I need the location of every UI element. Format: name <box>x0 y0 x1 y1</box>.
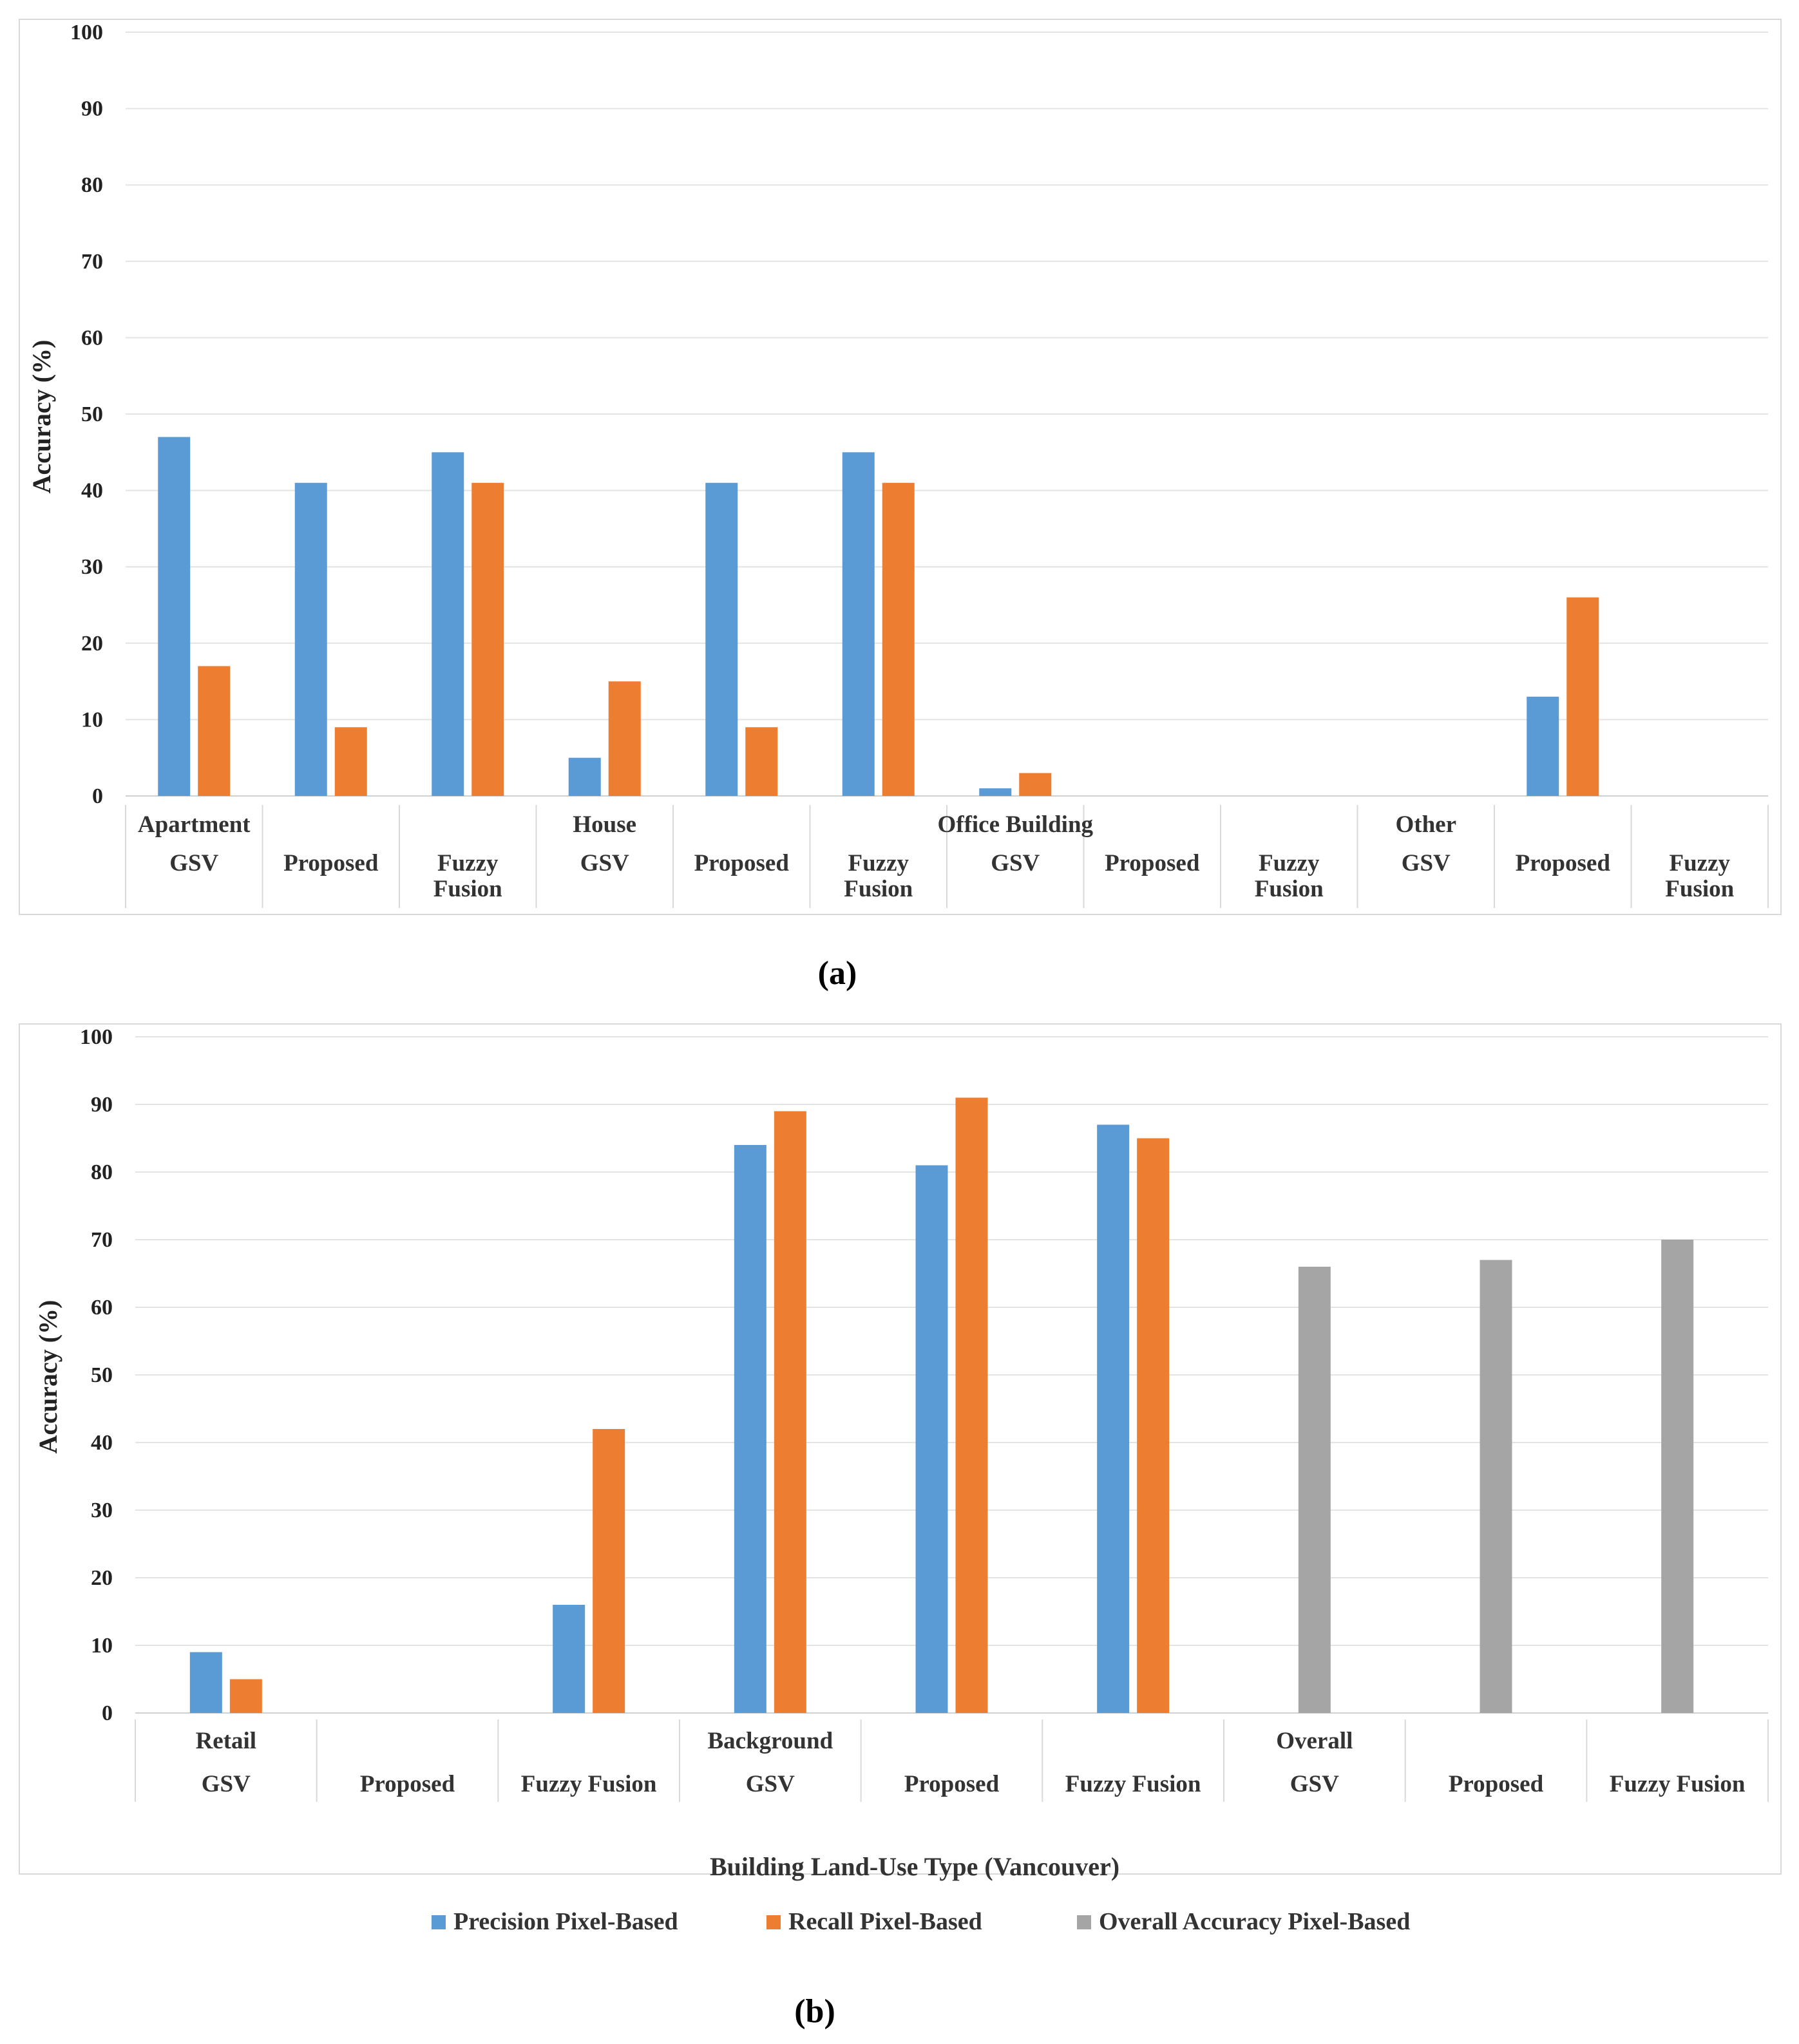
chart-b-frame <box>19 1023 1782 1875</box>
chart-a-category-label: Proposed <box>694 850 790 876</box>
bar-recall-pixel-based-office-building-gsv <box>1019 773 1052 796</box>
chart-b-category-label: Fuzzy Fusion <box>1065 1771 1201 1797</box>
bar-recall-pixel-based-retail-fuzzy-fusion <box>593 1429 625 1713</box>
chart-a-frame <box>19 19 1782 915</box>
chart-a-category-label: Proposed <box>283 850 379 876</box>
chart-b-y-tick-label: 30 <box>91 1499 113 1522</box>
bar-recall-pixel-based-house-proposed <box>745 727 778 796</box>
bar-recall-pixel-based-house-fuzzy-fusion <box>882 482 915 796</box>
chart-a-caption: (a) <box>818 955 857 992</box>
bar-overall-accuracy-pixel-based-overall-fuzzy-fusion <box>1661 1240 1694 1713</box>
chart-b-y-tick-label: 90 <box>91 1093 113 1117</box>
bar-precision-pixel-based-other-proposed <box>1527 696 1559 796</box>
legend-swatch-precision-pixel-based <box>432 1915 446 1929</box>
bar-precision-pixel-based-retail-gsv <box>189 1652 222 1713</box>
bar-recall-pixel-based-apartment-proposed <box>334 727 367 796</box>
chart-a-category-label: Fuzzy Fusion <box>433 850 502 902</box>
bar-precision-pixel-based-office-building-gsv <box>979 788 1012 796</box>
chart-a-y-tick-label: 50 <box>81 402 103 426</box>
bar-precision-pixel-based-house-gsv <box>568 757 601 796</box>
chart-b-y-tick-label: 80 <box>91 1160 113 1184</box>
chart-b-y-tick-label: 20 <box>91 1566 113 1590</box>
bar-recall-pixel-based-house-gsv <box>608 681 641 796</box>
chart-a-group-label: Office Building <box>937 811 1093 838</box>
bar-precision-pixel-based-background-fuzzy-fusion <box>1097 1124 1130 1713</box>
chart-b-category-label: GSV <box>746 1771 795 1797</box>
bar-precision-pixel-based-apartment-proposed <box>294 482 327 796</box>
chart-a-y-tick-label: 70 <box>81 250 103 274</box>
chart-b-category-label: GSV <box>1290 1771 1339 1797</box>
chart-a-y-tick-label: 100 <box>70 21 103 44</box>
legend-label-overall-accuracy-pixel-based: Overall Accuracy Pixel-Based <box>1099 1908 1410 1935</box>
chart-b-group-label: Retail <box>196 1728 257 1754</box>
bar-recall-pixel-based-retail-gsv <box>229 1679 262 1713</box>
bar-precision-pixel-based-apartment-gsv <box>158 437 191 796</box>
chart-a-category-label: Fuzzy Fusion <box>1665 850 1734 902</box>
legend-swatch-overall-accuracy-pixel-based <box>1077 1915 1091 1929</box>
legend-label-precision-pixel-based: Precision Pixel-Based <box>453 1908 678 1935</box>
chart-b-category-label: Fuzzy Fusion <box>521 1771 657 1797</box>
chart-a-category-label: GSV <box>1402 850 1451 876</box>
chart-a-category-label: Proposed <box>1105 850 1200 876</box>
bar-overall-accuracy-pixel-based-overall-gsv <box>1298 1267 1331 1713</box>
legend-swatch-recall-pixel-based <box>766 1915 781 1929</box>
legend-label-recall-pixel-based: Recall Pixel-Based <box>788 1908 982 1935</box>
chart-b-legend: Precision Pixel-Based Recall Pixel-Based O… <box>432 1908 1410 1935</box>
chart-a-y-tick-label: 80 <box>81 173 103 197</box>
chart-a-category-label: Fuzzy Fusion <box>844 850 913 902</box>
chart-a-y-tick-label: 10 <box>81 708 103 732</box>
bar-recall-pixel-based-apartment-fuzzy-fusion <box>471 482 504 796</box>
bar-precision-pixel-based-house-fuzzy-fusion <box>842 452 875 796</box>
chart-b-y-tick-label: 50 <box>91 1363 113 1387</box>
bar-precision-pixel-based-apartment-fuzzy-fusion <box>432 452 464 796</box>
bar-precision-pixel-based-house-proposed <box>705 482 738 796</box>
chart-a-category-label: GSV <box>991 850 1040 876</box>
chart-a-y-tick-label: 20 <box>81 632 103 656</box>
chart-a-group-label: Apartment <box>138 811 251 838</box>
bar-recall-pixel-based-other-proposed <box>1566 597 1599 796</box>
chart-b-y-axis-label: Accuracy (%) <box>33 1300 62 1454</box>
bar-recall-pixel-based-apartment-gsv <box>198 666 231 796</box>
chart-a-group-label: House <box>573 811 636 838</box>
bar-overall-accuracy-pixel-based-overall-proposed <box>1480 1260 1512 1713</box>
chart-b-category-label: GSV <box>202 1771 251 1797</box>
chart-b-caption: (b) <box>794 1993 835 2030</box>
chart-b-y-tick-label: 10 <box>91 1634 113 1658</box>
chart-a-y-tick-label: 90 <box>81 97 103 121</box>
bar-recall-pixel-based-background-gsv <box>774 1111 806 1713</box>
chart-a-y-tick-label: 30 <box>81 555 103 579</box>
chart-a-y-tick-label: 60 <box>81 326 103 350</box>
bar-precision-pixel-based-background-gsv <box>734 1145 766 1713</box>
bar-recall-pixel-based-background-proposed <box>955 1097 988 1713</box>
chart-a-y-tick-label: 0 <box>92 784 103 808</box>
chart-b: 0 10 20 30 40 50 60 70 80 90 100 Retail GSV Proposed… <box>19 1023 1782 1935</box>
chart-b-group-label: Background <box>707 1728 833 1754</box>
chart-a-group-label: Other <box>1395 811 1456 838</box>
chart-a-category-label: Fuzzy Fusion <box>1255 850 1324 902</box>
chart-a-category-label: GSV <box>580 850 629 876</box>
chart-a: 0 10 20 30 40 50 60 70 80 90 100 Apartment GSV Propo… <box>19 19 1782 915</box>
chart-a-category-label: Proposed <box>1516 850 1611 876</box>
chart-a-category-label: GSV <box>169 850 218 876</box>
chart-b-group-label: Overall <box>1276 1728 1353 1754</box>
bar-precision-pixel-based-background-proposed <box>915 1165 948 1713</box>
chart-b-category-label: Fuzzy Fusion <box>1610 1771 1746 1797</box>
bar-precision-pixel-based-retail-fuzzy-fusion <box>553 1605 585 1713</box>
chart-b-y-tick-label: 100 <box>80 1025 113 1049</box>
chart-b-y-tick-label: 0 <box>102 1701 113 1725</box>
chart-a-y-axis-label: Accuracy (%) <box>27 340 56 494</box>
chart-b-y-tick-label: 60 <box>91 1296 113 1320</box>
chart-b-category-label: Proposed <box>1449 1771 1544 1797</box>
chart-b-y-tick-label: 70 <box>91 1228 113 1252</box>
chart-b-y-tick-label: 40 <box>91 1431 113 1455</box>
bar-recall-pixel-based-background-fuzzy-fusion <box>1137 1138 1170 1713</box>
chart-b-category-label: Proposed <box>360 1771 455 1797</box>
chart-b-category-label: Proposed <box>904 1771 1000 1797</box>
chart-a-y-tick-label: 40 <box>81 479 103 503</box>
chart-b-x-axis-label: Building Land-Use Type (Vancouver) <box>710 1852 1119 1881</box>
